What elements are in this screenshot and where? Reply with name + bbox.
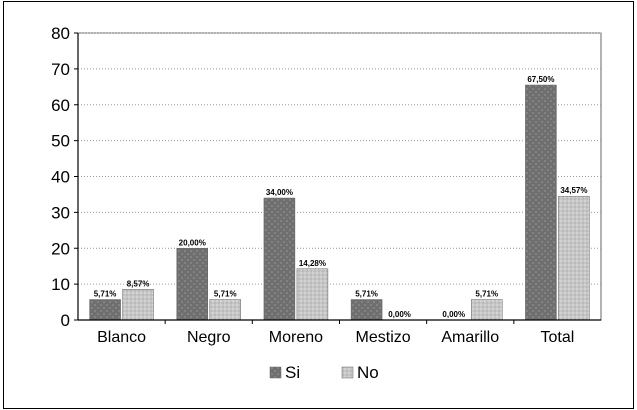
y-tick-label: 30 bbox=[51, 203, 70, 222]
grid-lines bbox=[77, 32, 602, 321]
legend-swatch-no bbox=[341, 366, 354, 379]
x-category-label: Amarillo bbox=[441, 329, 499, 346]
data-label: 14,28% bbox=[299, 259, 326, 268]
legend-label-si: Si bbox=[285, 363, 300, 382]
bar-no bbox=[558, 195, 590, 321]
y-tick-label: 80 bbox=[51, 24, 70, 43]
bar-si bbox=[263, 197, 296, 321]
data-label: 5,71% bbox=[94, 290, 117, 299]
data-label: 0,00% bbox=[442, 310, 465, 319]
x-category-label: Mestizo bbox=[356, 329, 411, 346]
bar-si bbox=[89, 299, 121, 321]
bar-si bbox=[176, 248, 208, 321]
y-tick-label: 0 bbox=[61, 311, 70, 330]
y-tick-label: 50 bbox=[51, 132, 70, 151]
bar-no bbox=[296, 268, 329, 321]
legend: Si No bbox=[269, 363, 379, 382]
y-tick-label: 70 bbox=[51, 60, 70, 79]
y-tick-label: 20 bbox=[51, 239, 70, 258]
data-label: 5,71% bbox=[355, 290, 378, 299]
bar-si bbox=[525, 84, 557, 321]
y-tick-label: 10 bbox=[51, 275, 70, 294]
x-category-label: Blanco bbox=[97, 329, 146, 346]
bars bbox=[89, 84, 590, 321]
data-label: 5,71% bbox=[214, 290, 237, 299]
bar-no bbox=[122, 289, 154, 321]
data-label: 5,71% bbox=[475, 290, 498, 299]
bar-si bbox=[350, 299, 383, 321]
bar-no bbox=[471, 299, 503, 321]
x-category-label: Negro bbox=[187, 329, 231, 346]
bar-no bbox=[209, 299, 241, 321]
legend-swatch-si bbox=[269, 366, 282, 379]
labels: 5,71% 8,57% Blanco 20,00% 5,71% Negro 34,00% 14… bbox=[94, 75, 588, 346]
data-label: 67,50% bbox=[527, 75, 554, 84]
x-category-label: Total bbox=[541, 329, 575, 346]
data-label: 34,57% bbox=[560, 186, 587, 195]
axes: 0 10 20 30 40 50 60 70 80 bbox=[51, 24, 601, 330]
y-tick-label: 40 bbox=[51, 168, 70, 187]
data-label: 0,00% bbox=[388, 310, 411, 319]
data-label: 8,57% bbox=[127, 279, 150, 288]
y-tick-label: 60 bbox=[51, 96, 70, 115]
legend-label-no: No bbox=[357, 363, 379, 382]
data-label: 34,00% bbox=[266, 188, 293, 197]
data-label: 20,00% bbox=[179, 238, 206, 247]
x-category-label: Moreno bbox=[269, 329, 323, 346]
